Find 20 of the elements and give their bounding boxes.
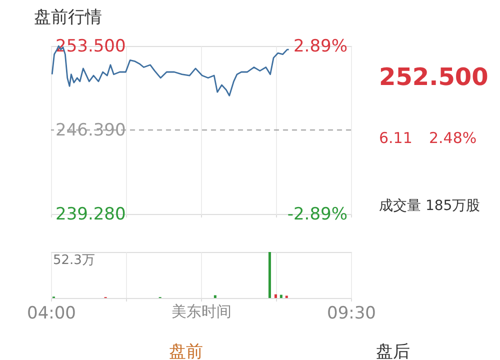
bar: [268, 252, 271, 298]
x-axis-title: 美东时间: [172, 302, 232, 320]
bar: [280, 294, 282, 298]
x-tick-label: 09:30: [327, 304, 376, 324]
y2-tick-label: 2.89%: [293, 36, 348, 56]
text: 成交量 185万股: [379, 198, 480, 214]
text: 盘前: [169, 342, 203, 360]
chart-title: 盘前行情: [34, 8, 102, 28]
bar: [274, 294, 277, 298]
y-tick-label: 239.280: [56, 204, 126, 224]
y-tick-label: 253.500: [56, 36, 126, 56]
text: 6.11: [379, 129, 412, 147]
bar: [214, 295, 216, 298]
y-tick-label: 246.390: [56, 120, 126, 140]
text: 252.500: [379, 63, 488, 91]
x-tick-label: 04:00: [27, 304, 76, 324]
y2-tick-label: -2.89%: [287, 204, 348, 224]
text: 2.48%: [429, 129, 477, 147]
annotation: 52.3万: [53, 253, 95, 268]
text: 盘后: [376, 342, 410, 360]
